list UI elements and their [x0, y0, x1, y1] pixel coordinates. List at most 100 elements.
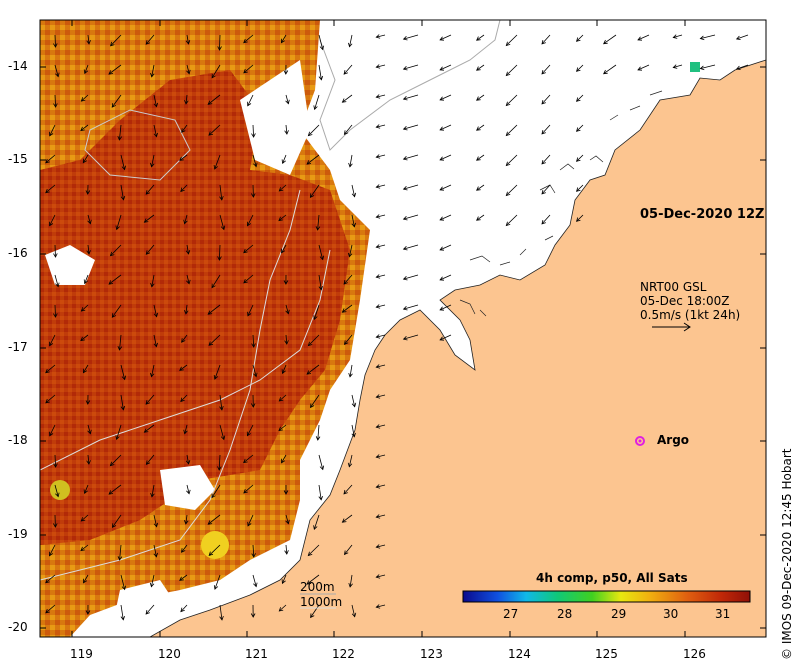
current-arrow: [207, 514, 221, 525]
current-arrow: [476, 34, 485, 41]
sst-gap: [240, 60, 310, 175]
lon-tick-label: 122: [332, 647, 355, 661]
lon-tick-label: 124: [508, 647, 531, 661]
current-arrow: [375, 454, 386, 459]
current-arrow: [576, 184, 584, 192]
current-arrow: [85, 394, 91, 405]
current-arrow: [213, 364, 221, 380]
current-arrow: [476, 124, 485, 131]
lat-tick-label: -15: [8, 152, 28, 166]
currents-source: NRT00 GSL: [640, 280, 707, 294]
current-arrow: [45, 364, 56, 374]
current-arrow: [86, 454, 91, 465]
current-arrow: [348, 154, 353, 168]
current-arrow: [341, 304, 353, 313]
current-arrow: [375, 514, 386, 519]
current-arrow: [439, 184, 452, 191]
current-arrow: [53, 34, 58, 48]
current-arrow: [375, 214, 386, 219]
current-arrow: [185, 244, 191, 255]
current-arrow: [54, 64, 60, 78]
current-arrow: [347, 454, 353, 468]
current-arrow: [375, 334, 386, 339]
current-arrow: [83, 484, 89, 495]
current-arrow: [85, 604, 91, 615]
current-arrow: [252, 364, 258, 378]
current-arrow: [217, 34, 222, 51]
current-arrow: [219, 214, 226, 231]
current-arrow: [278, 214, 287, 222]
lat-tick-label: -17: [8, 340, 28, 354]
current-arrow: [476, 214, 485, 221]
current-arrow: [402, 154, 419, 161]
current-arrow: [284, 544, 289, 555]
current-arrow: [217, 454, 222, 471]
current-arrow: [145, 244, 155, 255]
current-arrow: [402, 94, 419, 101]
current-arrow: [343, 544, 353, 556]
isobath-1000m: [40, 249, 331, 471]
current-arrow: [284, 334, 289, 345]
current-arrow: [49, 424, 56, 437]
current-arrow: [439, 154, 452, 161]
current-arrow: [117, 124, 123, 141]
current-arrow: [375, 574, 386, 579]
sst-gap: [110, 580, 180, 637]
current-arrow: [281, 244, 287, 254]
current-arrow: [54, 274, 60, 288]
current-arrow: [284, 124, 289, 135]
current-arrow: [250, 394, 256, 408]
current-arrow: [150, 274, 155, 288]
scale-arrow: [652, 322, 691, 332]
current-arrow: [115, 214, 122, 231]
current-arrow: [576, 124, 584, 132]
current-arrow: [80, 544, 89, 552]
current-arrow: [250, 604, 256, 618]
current-arrow: [145, 184, 155, 195]
current-arrow: [153, 514, 159, 528]
current-arrow: [111, 514, 122, 528]
current-arrow: [439, 124, 452, 131]
current-arrow: [603, 64, 617, 75]
lon-tick-label: 125: [595, 647, 618, 661]
current-arrow: [505, 94, 518, 107]
current-arrow: [211, 274, 221, 289]
current-arrow: [576, 214, 584, 222]
current-arrow: [251, 184, 256, 198]
colorbar-tick-label: 30: [663, 607, 679, 621]
current-arrow: [53, 244, 58, 258]
current-arrow: [375, 394, 386, 399]
current-arrow: [699, 34, 716, 41]
isobath-200m: [319, 20, 501, 151]
current-arrow: [153, 94, 159, 108]
lon-tick-label: 119: [70, 647, 93, 661]
land: [149, 59, 766, 637]
current-arrow: [343, 274, 353, 285]
current-arrow: [145, 34, 155, 45]
current-arrow: [45, 154, 56, 164]
lon-tick-label: 120: [158, 647, 181, 661]
current-arrow: [341, 514, 353, 523]
current-arrow: [439, 244, 452, 251]
current-arrow: [153, 544, 158, 558]
current-arrow: [217, 244, 222, 261]
current-arrow: [80, 304, 89, 312]
current-arrow: [283, 485, 289, 495]
current-arrow: [278, 604, 287, 612]
current-arrow: [505, 214, 518, 227]
current-arrow: [439, 304, 452, 311]
currents-scale: 0.5m/s (1kt 24h): [640, 308, 741, 322]
current-arrow: [183, 424, 188, 435]
colorbar-tick-label: 31: [715, 607, 731, 621]
current-arrow: [108, 64, 122, 75]
current-arrow: [143, 214, 155, 223]
current-arrow: [120, 364, 127, 381]
current-arrow: [439, 274, 452, 281]
current-arrow: [45, 604, 56, 614]
current-arrow: [246, 424, 254, 437]
current-arrow: [180, 184, 188, 193]
current-arrow: [541, 124, 551, 135]
current-arrow: [111, 94, 122, 108]
current-arrow: [699, 64, 716, 71]
current-arrow: [375, 544, 386, 549]
